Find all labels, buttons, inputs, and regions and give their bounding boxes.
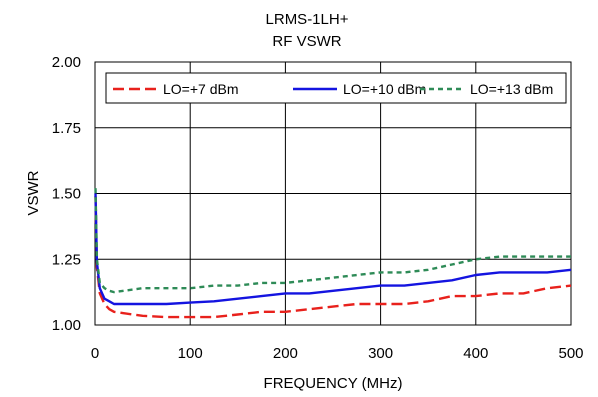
x-tick-label: 300 [368, 345, 393, 362]
y-tick-label: 1.50 [52, 186, 81, 203]
y-tick-label: 1.00 [52, 317, 81, 334]
series-layer [94, 188, 572, 319]
x-tick-label: 100 [178, 345, 203, 362]
tick-labels: 0 100 200 300 400 500 1.00 1.25 1.50 1.75 2.00 [52, 54, 584, 362]
chart-title: LRMS-1LH+ [266, 11, 349, 28]
x-tick-label: 0 [91, 345, 99, 362]
x-tick-label: 400 [463, 345, 488, 362]
series-line-2 [94, 193, 572, 306]
y-tick-label: 1.25 [52, 251, 81, 268]
x-tick-label: 500 [558, 345, 583, 362]
legend-label-2: LO=+10 dBm [343, 81, 426, 97]
y-tick-label: 2.00 [52, 54, 81, 71]
series-line-1 [94, 196, 572, 319]
x-tick-label: 200 [273, 345, 298, 362]
legend-label-3: LO=+13 dBm [470, 81, 553, 97]
legend-label-1: LO=+7 dBm [163, 81, 239, 97]
series-line-3 [94, 188, 571, 294]
chart-subtitle: RF VSWR [272, 33, 341, 50]
legend-box [105, 72, 567, 104]
legend: LO=+7 dBm LO=+10 dBm LO=+13 dBm [105, 72, 567, 104]
grid [95, 62, 571, 325]
y-tick-label: 1.75 [52, 120, 81, 137]
plot-frame [94, 61, 572, 326]
x-axis-label: FREQUENCY (MHz) [264, 375, 403, 392]
y-axis-label: VSWR [25, 170, 42, 215]
